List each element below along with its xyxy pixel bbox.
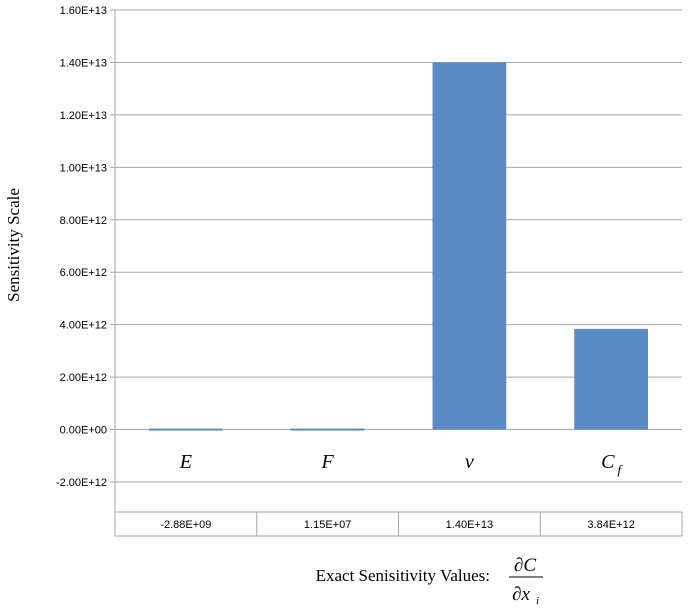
y-tick-label: 1.00E+13	[60, 162, 107, 174]
data-table: -2.88E+09 1.15E+07 1.40E+13 3.84E+12	[114, 511, 683, 537]
bar	[574, 328, 648, 430]
y-tick-label: 4.00E+12	[60, 320, 107, 332]
bar	[149, 428, 223, 431]
y-axis-label: Sensitivity Scale	[4, 188, 23, 302]
y-tick-label: 1.60E+13	[60, 5, 107, 17]
category-subscript: f	[617, 462, 623, 477]
category-symbol: E	[179, 451, 192, 473]
category-symbol: ν	[465, 451, 474, 473]
table-cell-value: 1.15E+07	[304, 519, 351, 531]
category-label: E	[179, 451, 192, 473]
y-tick-label: -2.00E+12	[56, 477, 107, 489]
y-tick-label: 1.20E+13	[60, 110, 107, 122]
category-symbol: C	[601, 451, 615, 473]
y-tick-label: 0.00E+00	[60, 425, 107, 437]
table-cell-value: -2.88E+09	[160, 519, 211, 531]
formula-denominator-subscript: i	[536, 595, 539, 607]
category-label: F	[321, 451, 335, 473]
bar	[290, 428, 365, 431]
bars	[149, 62, 648, 431]
formula-denominator: ∂x	[512, 584, 530, 605]
category-symbol: F	[321, 451, 335, 473]
table-cell-value: 1.40E+13	[446, 519, 493, 531]
formula-numerator: ∂C	[514, 555, 536, 576]
table-cell-value: 3.84E+12	[587, 519, 634, 531]
category-label: ν	[465, 451, 474, 473]
y-tick-label: 8.00E+12	[60, 215, 107, 227]
y-tick-label: 6.00E+12	[60, 267, 107, 279]
y-tick-label: 2.00E+12	[60, 372, 107, 384]
x-axis-label-group: Exact Senisitivity Values: ∂C ∂x i	[316, 555, 543, 607]
bar	[432, 62, 507, 430]
y-tick-label: 1.40E+13	[60, 57, 107, 69]
y-tick-labels: 1.60E+13 1.40E+13 1.20E+13 1.00E+13 8.00E+12…	[56, 5, 107, 489]
x-axis-label: Exact Senisitivity Values:	[316, 566, 490, 585]
